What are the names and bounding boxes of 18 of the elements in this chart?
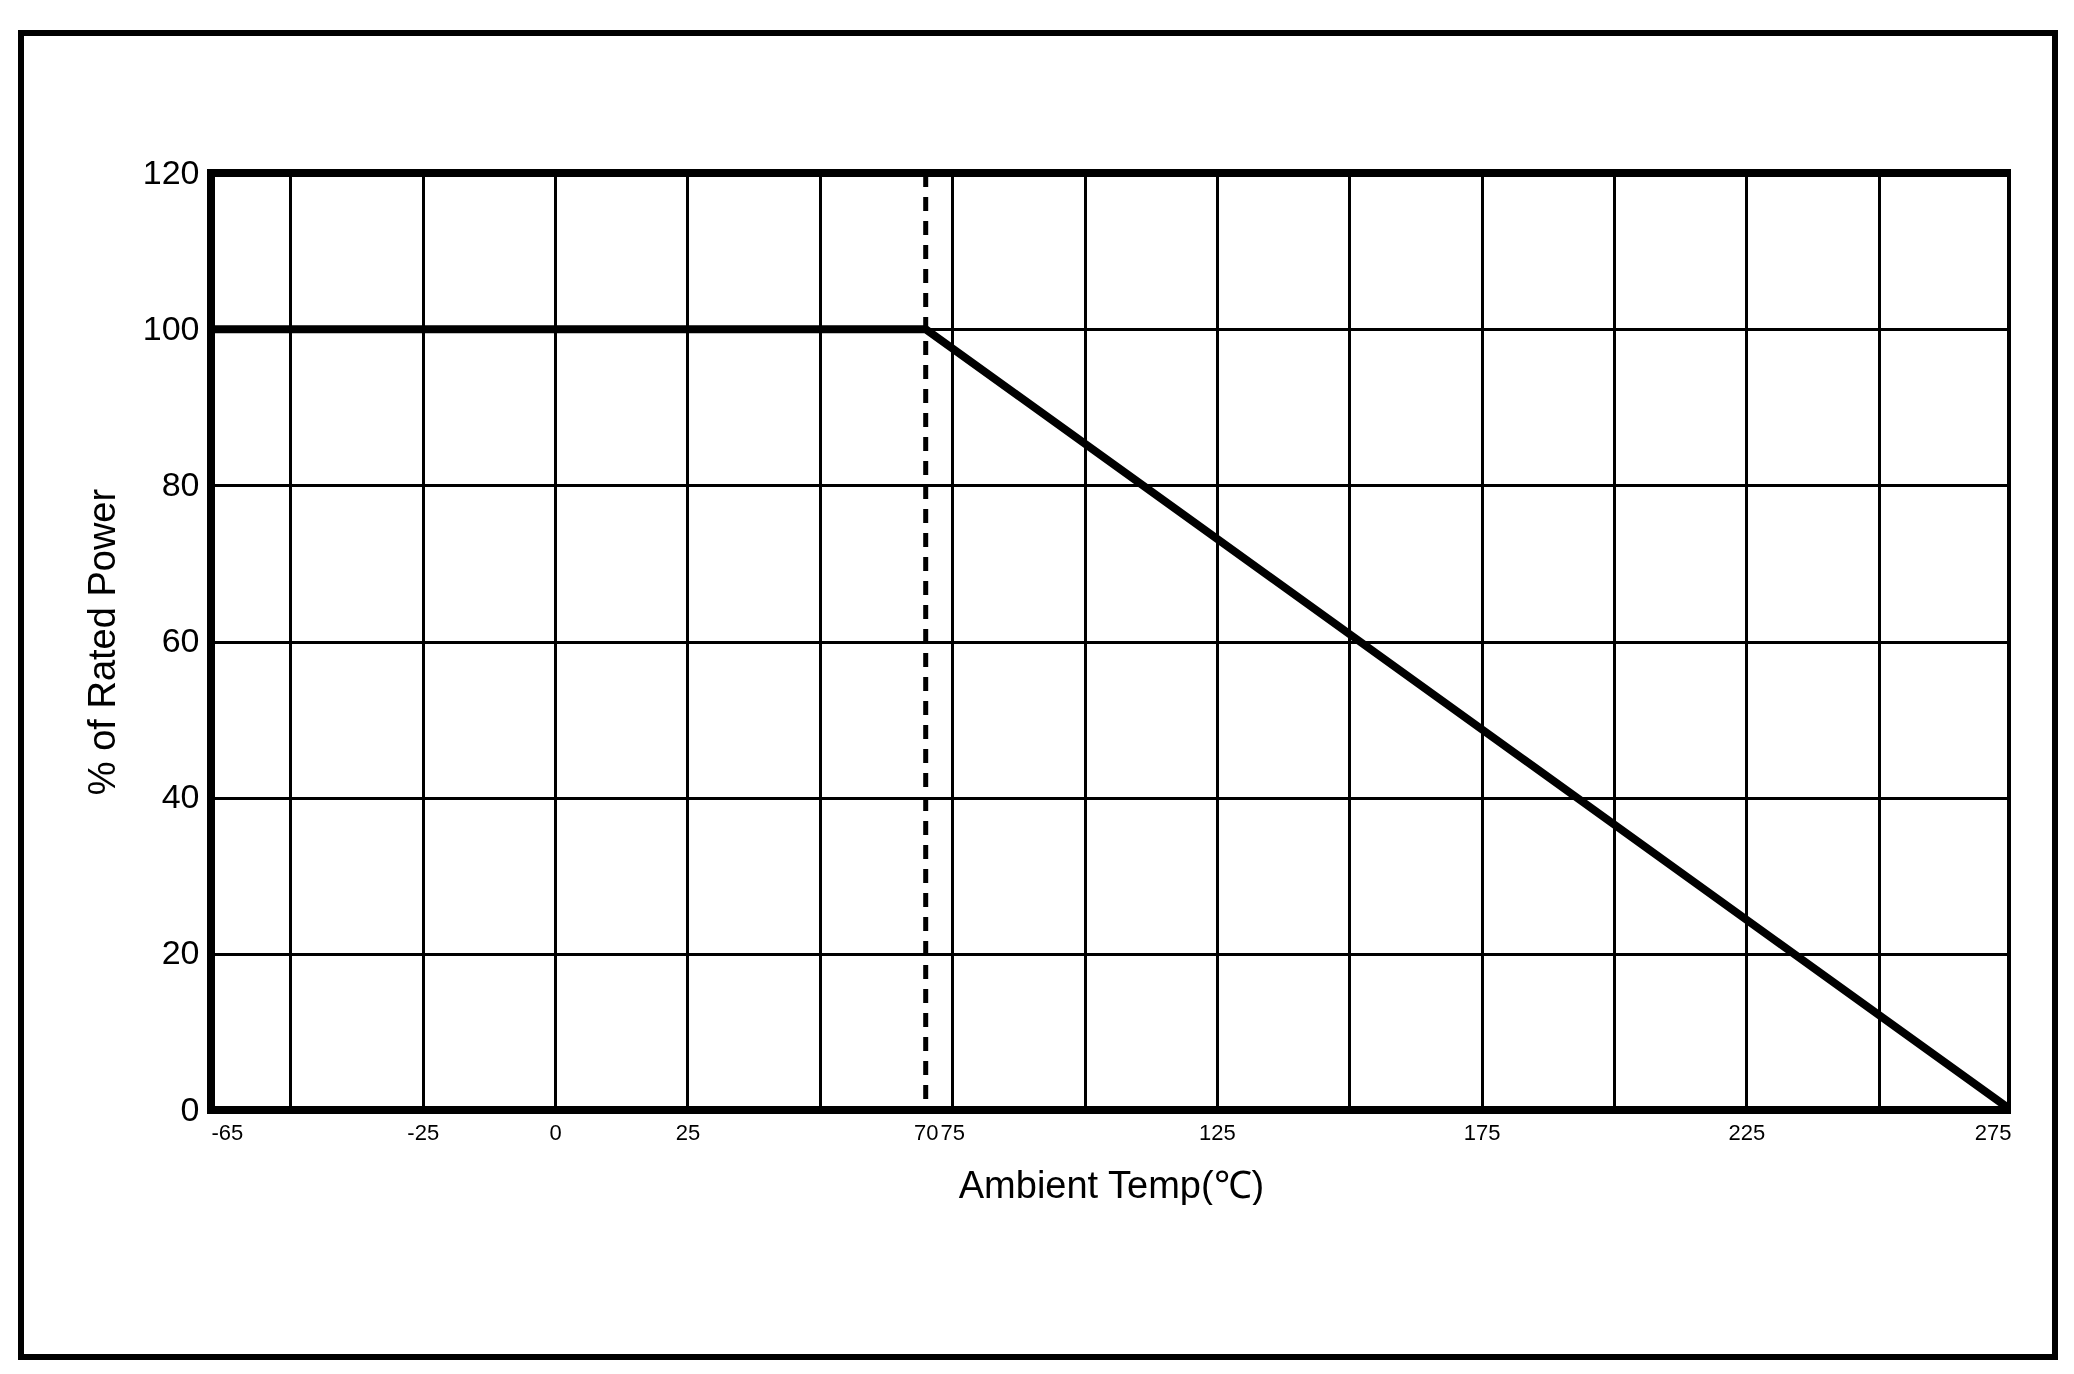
x-axis-title: Ambient Temp(℃) (958, 1163, 1265, 1206)
x-tick-label: 225 (1728, 1119, 1766, 1145)
y-tick-label: 20 (161, 933, 200, 972)
x-tick-label: 70 (913, 1119, 939, 1145)
y-tick-label: 60 (161, 621, 200, 659)
x-tick-label: 275 (1974, 1119, 2012, 1145)
x-tick-label: -65 (211, 1119, 244, 1145)
y-tick-label: 100 (142, 308, 200, 347)
x-tick-label: 0 (549, 1119, 562, 1145)
x-tick-label: -25 (407, 1119, 440, 1145)
x-tick-label: 25 (675, 1119, 701, 1145)
y-axis-title: % of Rated Power (80, 488, 123, 796)
y-tick-label: 120 (142, 152, 200, 191)
x-tick-label: 75 (940, 1119, 965, 1145)
x-tick-label: 125 (1199, 1119, 1236, 1145)
y-tick-label: 40 (161, 777, 200, 816)
x-tick-label: 175 (1463, 1119, 1501, 1145)
y-tick-label: 80 (161, 464, 200, 503)
